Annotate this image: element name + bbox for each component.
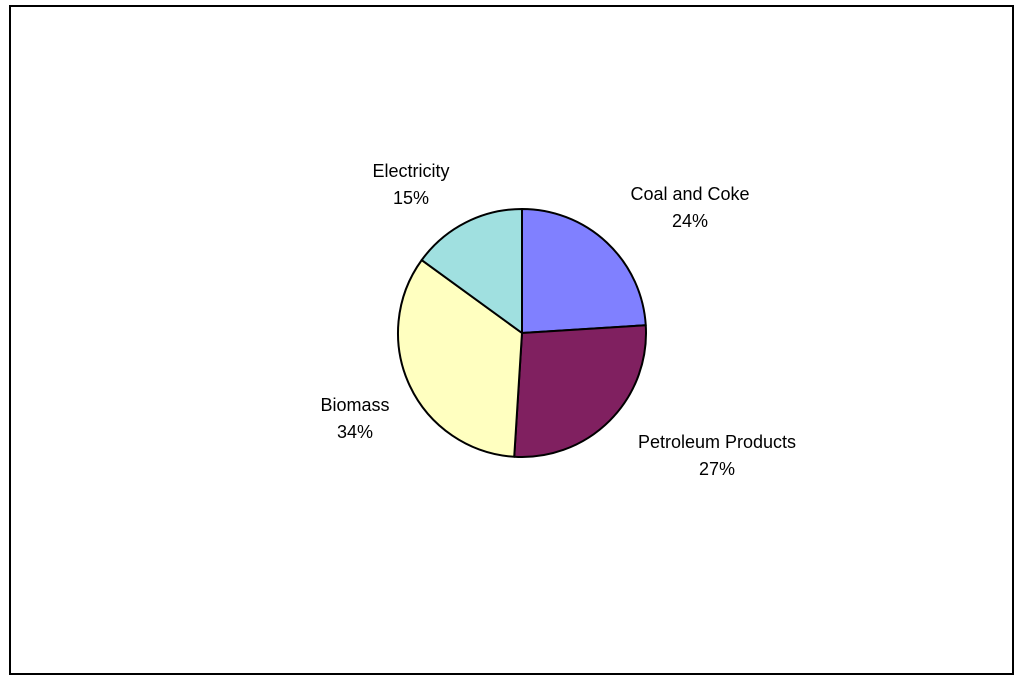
- slice-label-name: Biomass: [320, 395, 389, 415]
- pie-labels: Coal and Coke 24% Petroleum Products 27% Bio…: [320, 161, 796, 479]
- slice-label-name: Petroleum Products: [638, 432, 796, 452]
- slice-label-value: 24%: [672, 211, 708, 231]
- pie-slice-petroleum-products: [513, 324, 647, 458]
- pie-chart: Coal and Coke 24% Petroleum Products 27% Bio…: [320, 161, 796, 479]
- slice-label-name: Electricity: [372, 161, 449, 181]
- pie-slice-electricity: [420, 208, 523, 334]
- slice-label-name: Coal and Coke: [630, 184, 749, 204]
- slice-label-value: 27%: [699, 459, 735, 479]
- slice-label-value: 15%: [393, 188, 429, 208]
- pie-slice-coal-and-coke: [521, 208, 647, 334]
- slice-label-value: 34%: [337, 422, 373, 442]
- pie-slice-biomass: [397, 259, 523, 458]
- pie-slices: [397, 208, 647, 458]
